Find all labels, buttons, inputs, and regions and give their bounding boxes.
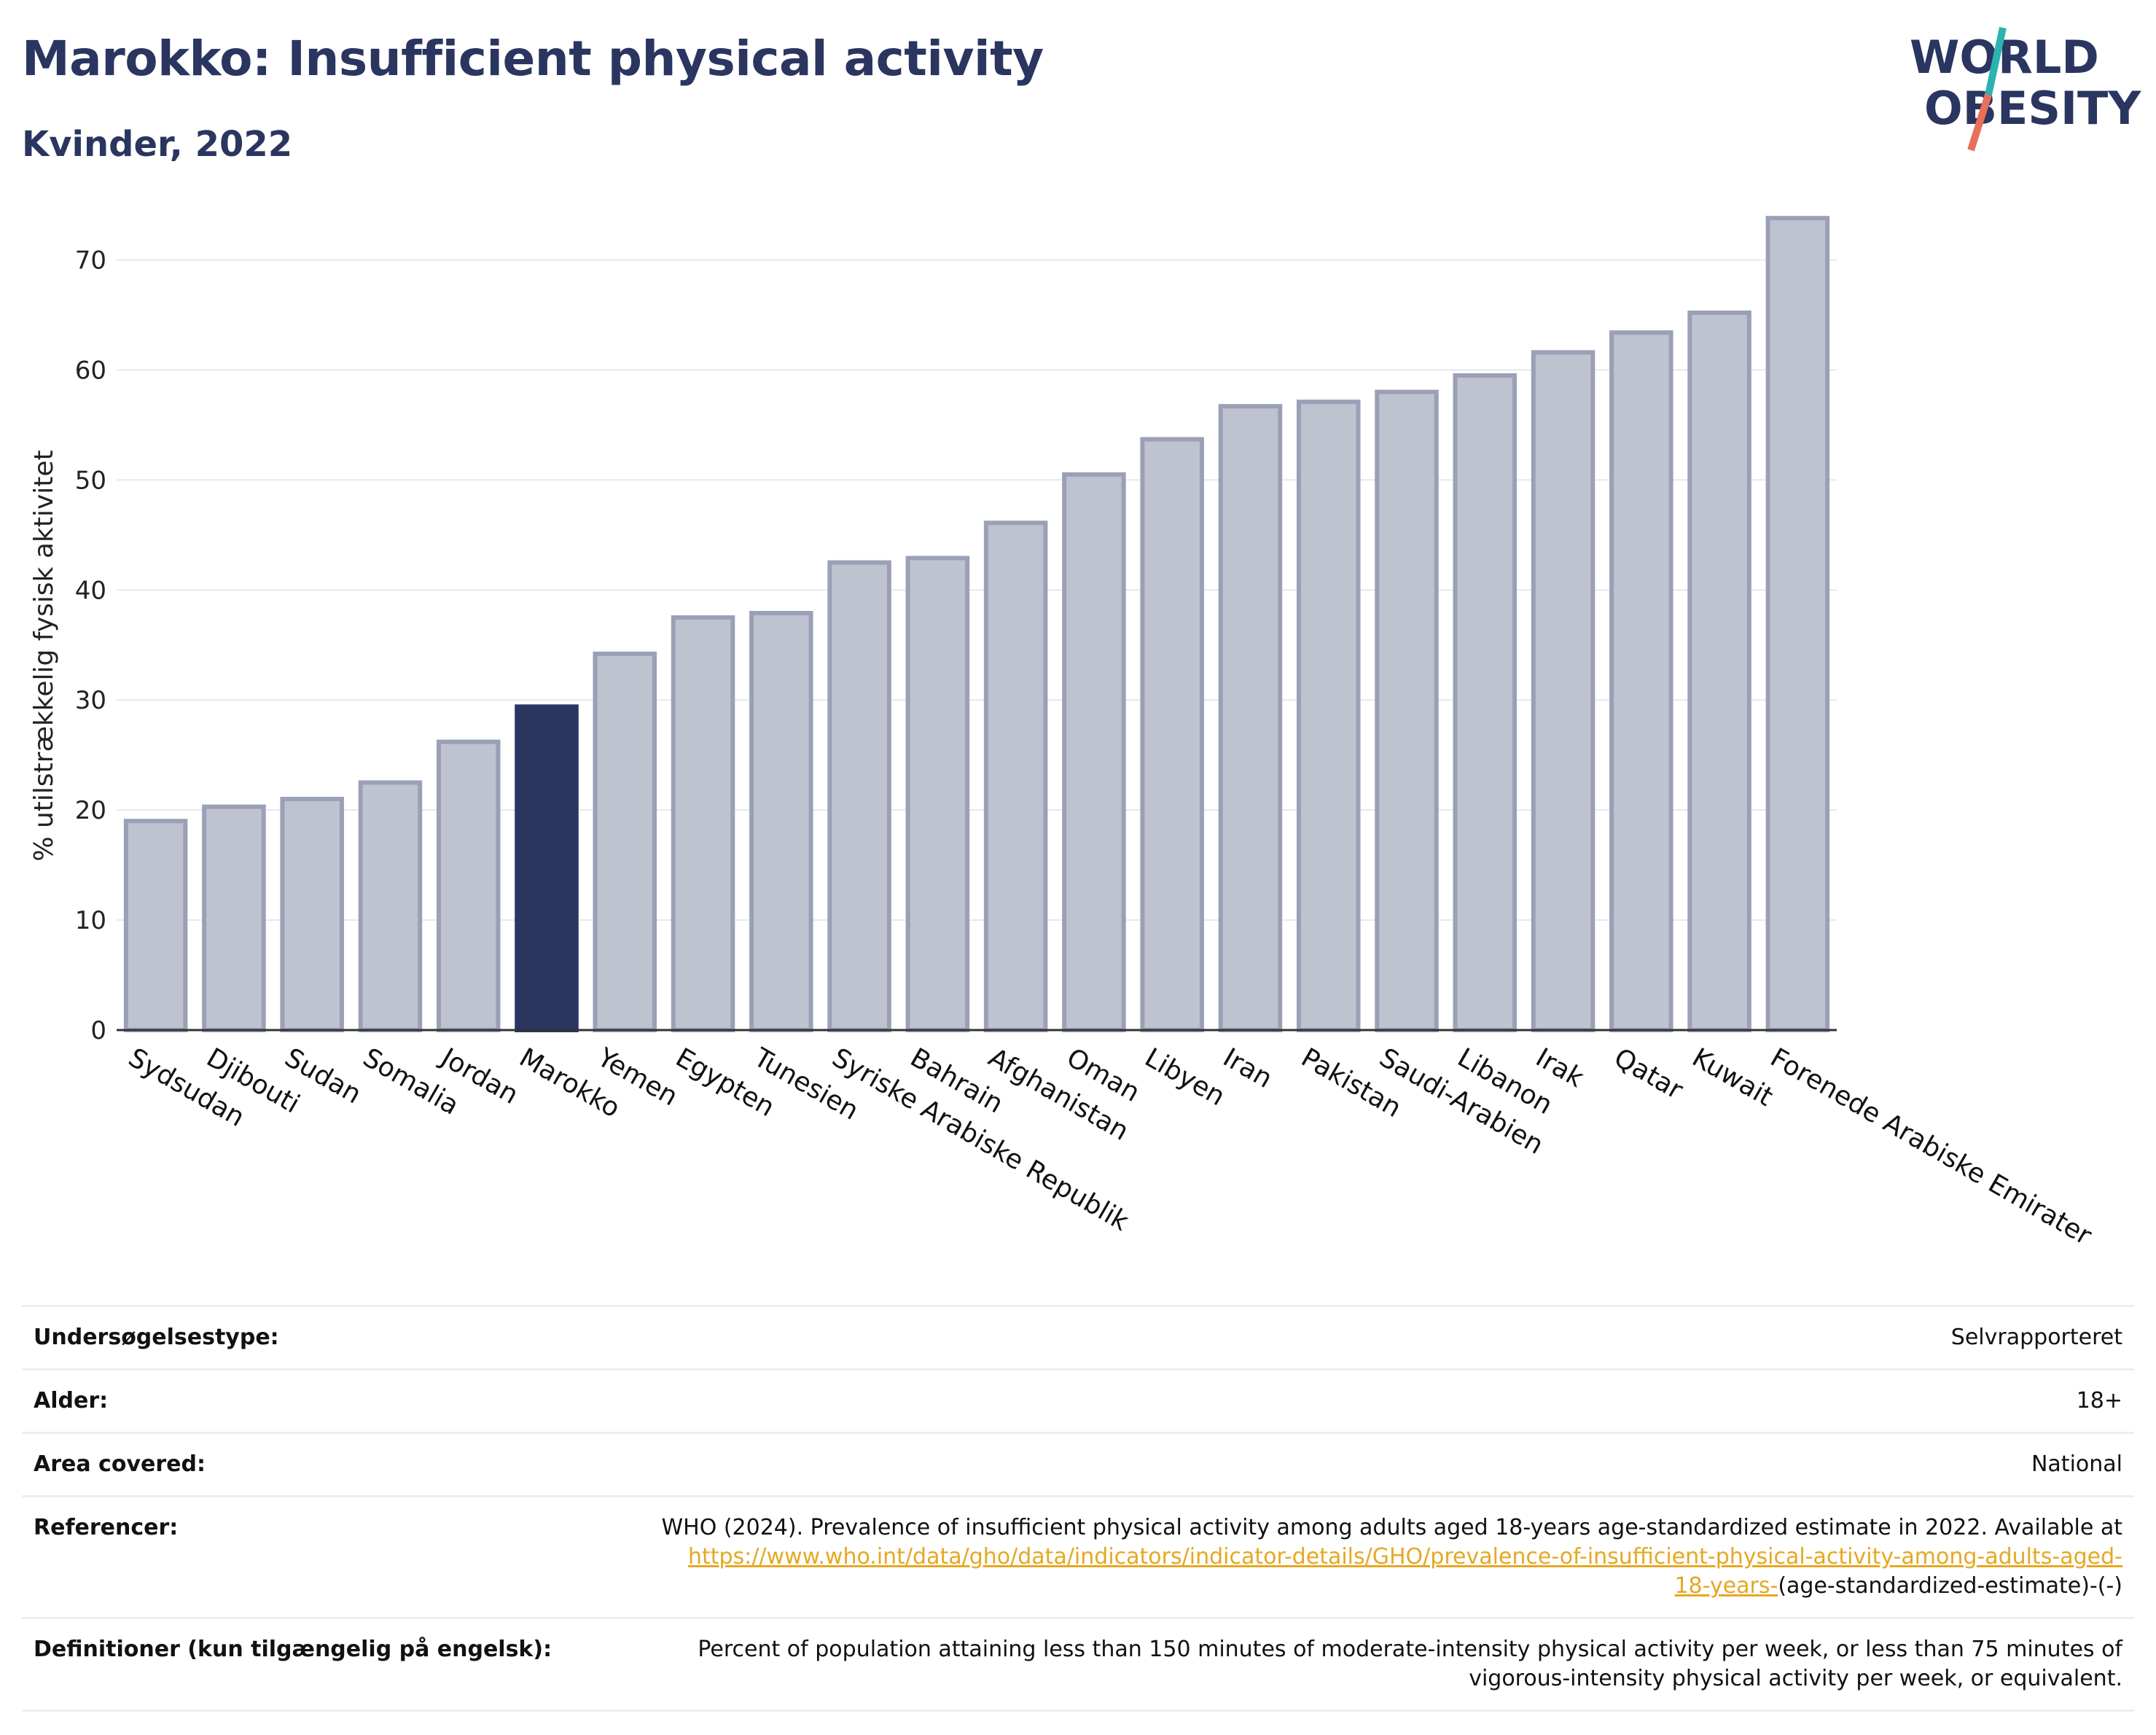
logo-slash-coral: [1967, 93, 1992, 152]
y-tick-labels: 0 10 20 30 40 50 60 70: [75, 246, 106, 1045]
info-key: Alder:: [34, 1388, 109, 1414]
definition-row: Definitioner (kun tilgængelig på engelsk…: [22, 1618, 2134, 1711]
bar: [749, 611, 813, 1032]
info-row: Undersøgelsestype: Selvrapporteret: [22, 1306, 2134, 1370]
y-tick-label: 30: [75, 686, 106, 715]
references-key: Referencer:: [34, 1515, 179, 1540]
bar: [827, 560, 891, 1032]
bar: [1140, 437, 1204, 1032]
bar: [1609, 330, 1673, 1032]
info-row: Area covered: National: [22, 1432, 2134, 1497]
info-key: Area covered:: [34, 1451, 206, 1477]
bar: [358, 780, 423, 1032]
x-tick-label: Qatar: [1609, 1042, 1687, 1105]
y-tick-label: 70: [75, 246, 106, 276]
bar: [1453, 373, 1518, 1032]
bar: [593, 651, 657, 1032]
logo-word-world: WORLD: [1910, 31, 2099, 84]
x-tick-label: Forenede Arabiske Emirater: [1765, 1042, 2097, 1251]
y-tick-label: 0: [90, 1016, 106, 1045]
bar: [671, 615, 735, 1032]
references-text: WHO (2024). Prevalence of insufficient p…: [661, 1515, 2122, 1540]
references-value: WHO (2024). Prevalence of insufficient p…: [585, 1497, 2134, 1618]
bar: [905, 555, 970, 1032]
references-suffix: (age-standardized-estimate)-(-): [1778, 1573, 2122, 1599]
bar: [1296, 399, 1361, 1032]
references-row: Referencer: WHO (2024). Prevalence of in…: [22, 1496, 2134, 1618]
info-value: Selvrapporteret: [1950, 1325, 2122, 1350]
bar: [280, 797, 344, 1032]
bar: [436, 739, 501, 1032]
info-value: 18+: [2076, 1388, 2122, 1414]
x-tick-label: Libyen: [1140, 1042, 1230, 1112]
definition-value: Percent of population attaining less tha…: [585, 1618, 2134, 1711]
bar-chart: 0 10 20 30 40 50 60 70 SydsudanDjiboutiSudanSom…: [29, 216, 2096, 1251]
y-tick-label: 10: [75, 906, 106, 935]
world-obesity-logo: WORLD OBESITY: [1910, 26, 2141, 152]
bar: [1218, 404, 1283, 1032]
logo-word-obesity: OBESITY: [1924, 82, 2141, 135]
x-tick-label: Kuwait: [1687, 1042, 1778, 1112]
definition-line-2: vigorous-intensity physical activity per…: [1469, 1666, 2122, 1691]
bar: [983, 520, 1048, 1032]
logo-slash-teal: [1985, 26, 2007, 96]
bars: [123, 216, 1830, 1033]
y-tick-label: 40: [75, 576, 106, 605]
y-tick-label: 20: [75, 796, 106, 825]
reference-link[interactable]: https://www.who.int/data/gho/data/indica…: [688, 1544, 2122, 1570]
bar: [1531, 350, 1595, 1033]
info-row: Alder: 18+: [22, 1369, 2134, 1433]
info-key: Undersøgelsestype:: [34, 1325, 279, 1350]
bar-highlighted: [515, 704, 579, 1032]
info-value: National: [2031, 1451, 2122, 1477]
y-tick-label: 60: [75, 356, 106, 385]
definition-line-1: Percent of population attaining less tha…: [698, 1637, 2122, 1662]
y-tick-label: 50: [75, 466, 106, 495]
info-table: Undersøgelsestype: Selvrapporteret Alder…: [22, 1305, 2134, 1712]
reference-link-continued[interactable]: 18-years-: [1674, 1573, 1778, 1599]
bar: [1375, 389, 1439, 1032]
page-title: Marokko: Insufficient physical activity: [22, 31, 1044, 87]
x-tick-labels: SydsudanDjiboutiSudanSomaliaJordanMarokk…: [123, 1042, 2096, 1251]
page-subtitle: Kvinder, 2022: [22, 124, 293, 165]
bar: [123, 819, 188, 1032]
bar: [1687, 310, 1751, 1032]
bar: [1765, 216, 1830, 1032]
y-axis-label: % utilstrækkelig fysisk aktivitet: [29, 450, 59, 861]
definition-key: Definitioner (kun tilgængelig på engelsk…: [34, 1637, 552, 1662]
bar: [202, 804, 266, 1032]
bar: [1062, 472, 1126, 1032]
